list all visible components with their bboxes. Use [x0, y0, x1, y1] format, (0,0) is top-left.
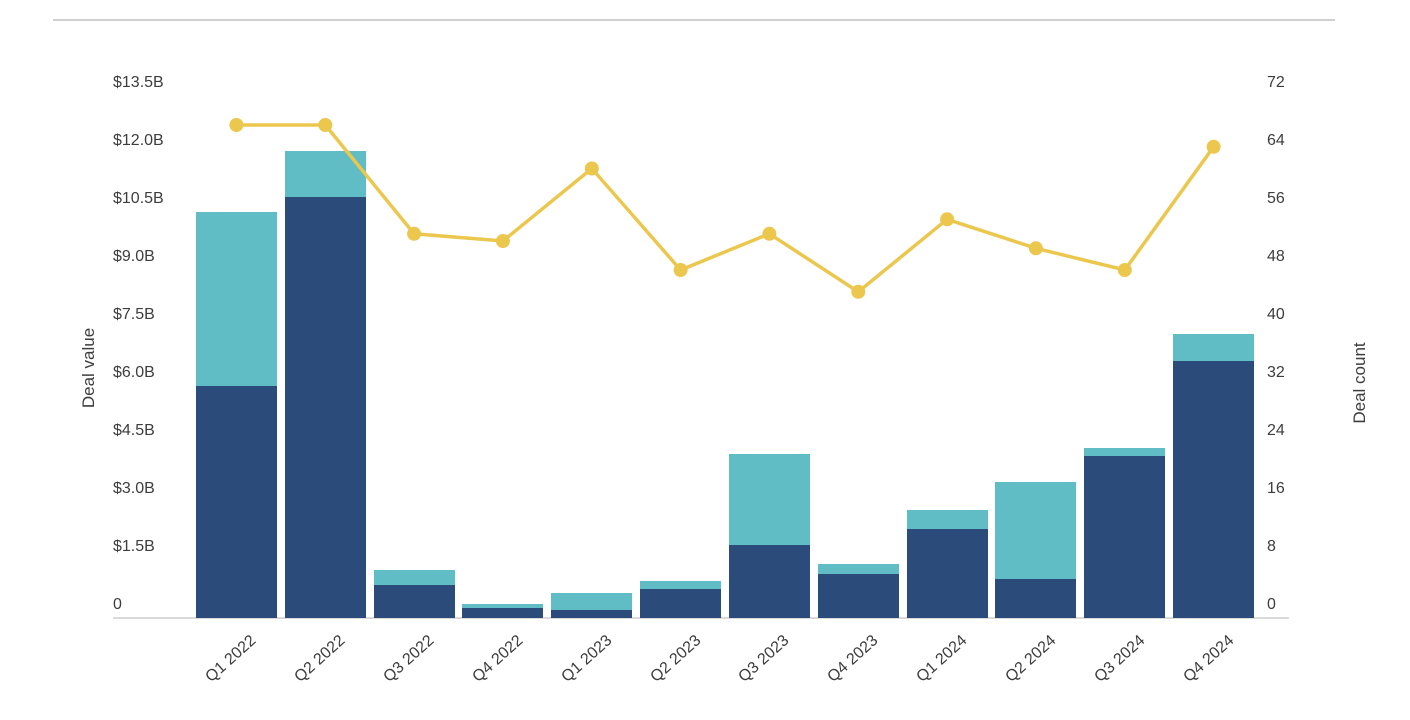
- y-axis-right-tick-label: 32: [1267, 364, 1285, 381]
- deal-count-point[interactable]: Q3 2024: [1117, 263, 1132, 277]
- stacked-bar-segment-top[interactable]: [1084, 448, 1165, 456]
- stacked-bar-segment-bottom[interactable]: [1173, 361, 1254, 618]
- stacked-bar-segment-top[interactable]: [196, 212, 277, 386]
- deal-count-point[interactable]: Q3 2023: [762, 226, 777, 241]
- y-axis-left-tick-label: $9.0B: [113, 248, 155, 265]
- y-axis-left-tick-label: $13.5B: [113, 74, 164, 91]
- stacked-bar-segment-top[interactable]: [729, 454, 810, 545]
- stacked-bar-segment-top[interactable]: [640, 581, 721, 589]
- y-axis-right-tick-label: 48: [1267, 248, 1285, 265]
- top-divider-line: [53, 19, 1335, 21]
- stacked-bar-segment-bottom[interactable]: [196, 386, 277, 618]
- deal-count-point[interactable]: Q4 2023: [851, 284, 866, 299]
- y-axis-left-tick-label: $3.0B: [113, 480, 155, 497]
- y-axis-right-tick-label: 8: [1267, 538, 1276, 555]
- y-axis-right-tick-label: 64: [1267, 132, 1285, 149]
- y-axis-right-tick-label: 40: [1267, 306, 1285, 323]
- deal-count-point[interactable]: Q2 2022: [318, 118, 333, 132]
- stacked-bar-segment-bottom[interactable]: [462, 608, 543, 618]
- stacked-bar-segment-bottom[interactable]: [1084, 456, 1165, 618]
- deal-count-point[interactable]: Q1 2022: [229, 118, 244, 132]
- y-axis-left-tick-label: $10.5B: [113, 190, 164, 207]
- stacked-bar-segment-top[interactable]: [1173, 334, 1254, 361]
- deal-count-point[interactable]: Q2 2024: [1028, 241, 1043, 256]
- y-axis-left-tick-label: $6.0B: [113, 364, 155, 381]
- y-axis-left-tick-label: $12.0B: [113, 132, 164, 149]
- deal-count-point[interactable]: Q1 2024: [940, 212, 955, 227]
- y-axis-left-tick-label: 0: [113, 596, 122, 613]
- stacked-bar-segment-top[interactable]: [907, 510, 988, 529]
- deal-count-point[interactable]: Q1 2023: [584, 161, 599, 176]
- stacked-bar-segment-top[interactable]: [995, 482, 1076, 579]
- stacked-bar-segment-bottom[interactable]: [285, 197, 366, 618]
- deal-count-point[interactable]: Q4 2022: [495, 234, 510, 248]
- stacked-bar-segment-top[interactable]: [462, 604, 543, 608]
- deal-count-line: [236, 123, 1216, 294]
- stacked-bar-segment-bottom[interactable]: [995, 579, 1076, 618]
- y-axis-right-tick-label: 0: [1267, 596, 1276, 613]
- stacked-bar-segment-top[interactable]: [551, 593, 632, 610]
- y-axis-right-tick-label: 16: [1267, 480, 1285, 497]
- x-axis-line: [113, 617, 1289, 619]
- y-axis-left-tick-label: $4.5B: [113, 422, 155, 439]
- deal-count-point[interactable]: Q2 2023: [673, 263, 688, 277]
- y-axis-right-tick-label: 72: [1267, 74, 1285, 91]
- y-axis-left-tick-label: $7.5B: [113, 306, 155, 323]
- y-axis-right-tick-label: 24: [1267, 422, 1285, 439]
- stacked-bar-segment-bottom[interactable]: [729, 545, 810, 618]
- y-axis-right-tick-label: 56: [1267, 190, 1285, 207]
- stacked-bar-segment-top[interactable]: [374, 570, 455, 585]
- stacked-bar-segment-bottom[interactable]: [818, 574, 899, 618]
- stacked-bar-segment-top[interactable]: [818, 564, 899, 574]
- stacked-bar-segment-bottom[interactable]: [374, 585, 455, 618]
- y-axis-left-tick-label: $1.5B: [113, 538, 155, 555]
- deal-count-point[interactable]: Q4 2024: [1206, 139, 1221, 154]
- stacked-bar-segment-bottom[interactable]: [640, 589, 721, 618]
- deal-count-point[interactable]: Q3 2022: [407, 226, 422, 241]
- stacked-bar-segment-bottom[interactable]: [551, 610, 632, 618]
- stacked-bar-segment-bottom[interactable]: [907, 529, 988, 618]
